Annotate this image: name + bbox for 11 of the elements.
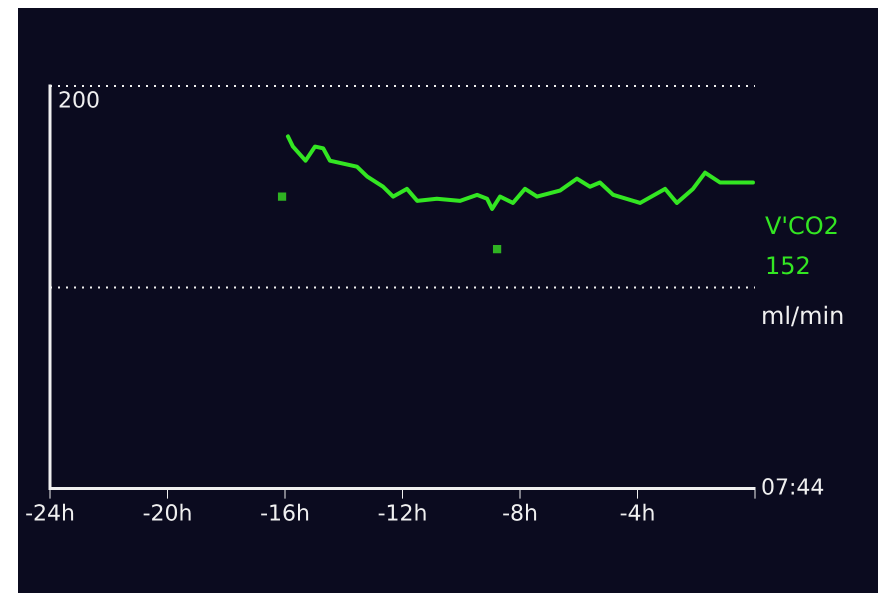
text: 152 bbox=[765, 252, 811, 280]
x-tick-label: -16h bbox=[260, 502, 310, 527]
x-tick-label: -4h bbox=[620, 502, 656, 527]
x-tick-label: -12h bbox=[378, 502, 428, 527]
series-label: V'CO2 bbox=[765, 212, 839, 240]
x-tick-label: -20h bbox=[142, 502, 192, 527]
text: 200 bbox=[58, 88, 100, 114]
y-axis-title: ml/min bbox=[761, 302, 844, 330]
text: 07:44 bbox=[761, 475, 824, 500]
x-tick-label: -8h bbox=[502, 502, 538, 527]
x-tick-label: -24h bbox=[25, 502, 75, 527]
